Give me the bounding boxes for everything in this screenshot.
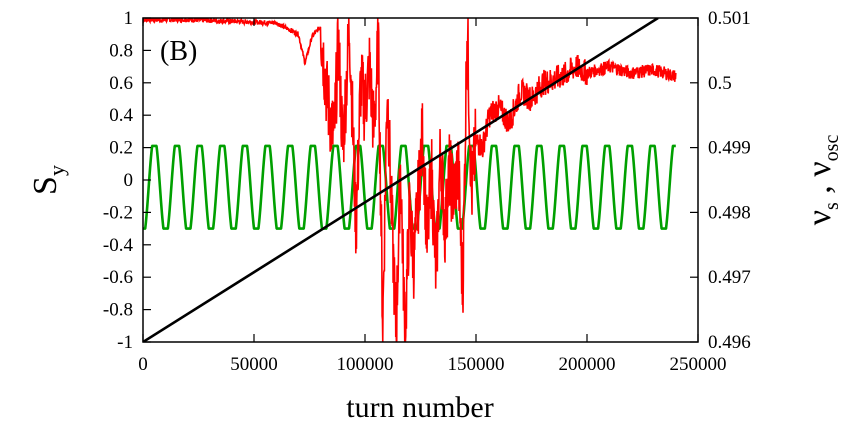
- y-right-tick-label-0: 0.501: [708, 8, 751, 29]
- tick-layer: 0 50000 100000 150000 200000 250000 1 0.8 0.6 0.4…: [103, 8, 751, 375]
- x-tick-label-0: 0: [138, 354, 148, 375]
- y-left-axis-title: Sy: [27, 165, 69, 195]
- series-black-ramp: [143, 18, 659, 342]
- x-tick-label-4: 200000: [559, 354, 616, 375]
- svg-text:νs , νosc: νs , νosc: [801, 135, 843, 226]
- y-right-title-nu1: ν: [801, 210, 838, 225]
- y-left-title-sub: y: [44, 165, 69, 176]
- y-left-tick-label-10: -1: [117, 332, 133, 353]
- series-layer: [143, 18, 677, 342]
- y-right-title-sub2: osc: [821, 135, 843, 162]
- x-tick-label-5: 250000: [670, 354, 727, 375]
- y-right-title-nu2: ν: [801, 161, 838, 176]
- series-red-spin: [143, 18, 677, 342]
- y-left-tick-label-6: -0.2: [103, 202, 133, 223]
- y-left-tick-label-4: 0.2: [109, 138, 133, 159]
- y-left-tick-label-8: -0.6: [103, 267, 133, 288]
- panel-label: (B): [160, 36, 197, 67]
- y-right-tick-label-3: 0.498: [708, 202, 751, 223]
- x-tick-label-3: 150000: [448, 354, 505, 375]
- y-right-tick-label-5: 0.496: [708, 332, 751, 353]
- y-left-tick-label-3: 0.4: [109, 105, 133, 126]
- y-left-title-main: S: [27, 176, 64, 195]
- y-right-title-sub1: s: [821, 202, 843, 210]
- y-right-tick-label-1: 0.5: [708, 73, 732, 94]
- y-right-title-sep: ,: [801, 177, 838, 203]
- x-tick-label-2: 100000: [337, 354, 394, 375]
- y-left-tick-label-1: 0.8: [109, 40, 133, 61]
- x-tick-label-1: 50000: [230, 354, 278, 375]
- x-axis-title: turn number: [346, 391, 493, 424]
- svg-text:Sy: Sy: [27, 165, 69, 195]
- y-left-tick-label-2: 0.6: [109, 73, 133, 94]
- y-right-axis-title: νs , νosc: [801, 135, 843, 226]
- y-left-tick-label-0: 1: [124, 8, 134, 29]
- y-right-tick-label-4: 0.497: [708, 267, 751, 288]
- y-left-tick-label-5: 0: [124, 170, 134, 191]
- y-right-tick-label-2: 0.499: [708, 138, 751, 159]
- y-left-tick-label-7: -0.4: [103, 235, 134, 256]
- y-left-tick-label-9: -0.8: [103, 300, 133, 321]
